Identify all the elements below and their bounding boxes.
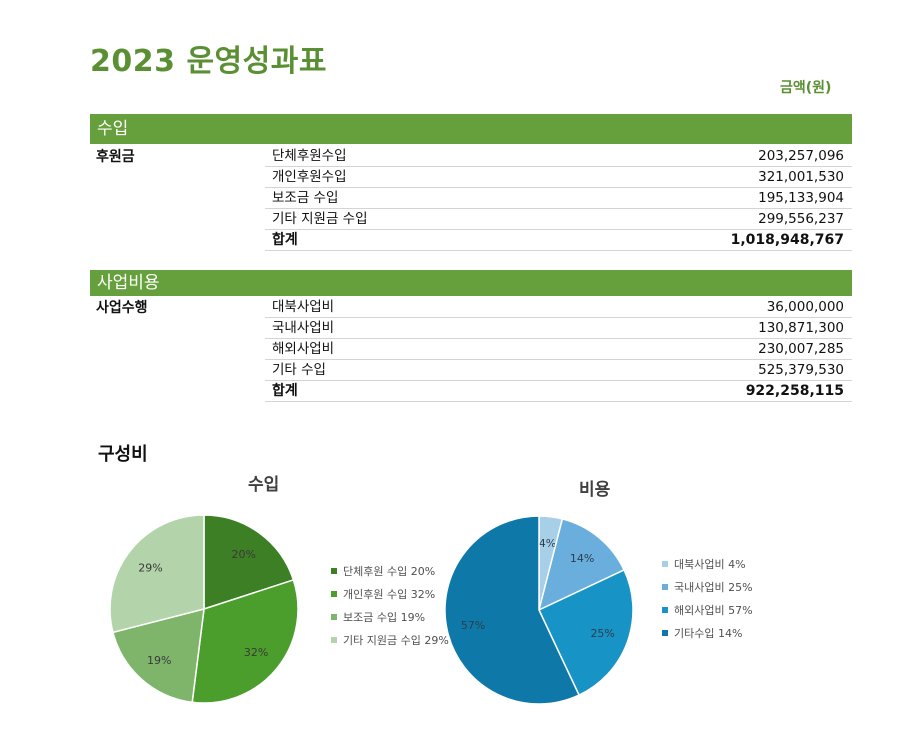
legend-item: 기타수입 14% [662,627,753,650]
expense-section: 사업비용 사업수행 대북사업비 36,000,000 국내사업비 130,871… [90,270,852,402]
page-title: 2023 운영성과표 [90,44,327,79]
table-row: 보조금 수입 195,133,904 [265,188,852,209]
pie-data-label: 14% [570,552,594,565]
table-row: 기타 지원금 수입 299,556,237 [265,209,852,230]
legend-item: 대북사업비 4% [662,558,753,581]
expense-pie-chart: 4% 14% 25% 57% [444,515,634,705]
pie-data-label: 25% [590,627,614,640]
row-value: 321,001,530 [758,169,844,185]
legend-swatch [662,584,668,590]
total-label: 합계 [272,232,298,248]
legend-swatch [331,614,337,620]
row-label: 기타 수입 [272,362,326,378]
total-row: 합계 922,258,115 [265,381,852,402]
table-row: 대북사업비 36,000,000 [265,297,852,318]
expense-chart-title: 비용 [579,480,611,500]
legend-label: 해외사업비 57% [674,604,753,617]
row-label: 개인후원수입 [272,169,347,185]
row-value: 203,257,096 [758,148,844,164]
legend-item: 단체후원 수입 20% [331,565,449,588]
pie-slice [112,607,205,704]
pie-data-label: 4% [539,537,556,550]
legend-label: 대북사업비 4% [674,558,746,571]
legend-label: 국내사업비 25% [674,581,753,594]
row-label: 해외사업비 [272,341,335,357]
legend-swatch [662,630,668,636]
income-legend: 단체후원 수입 20% 개인후원 수입 32% 보조금 수입 19% 기타 지원금 수… [331,565,449,657]
legend-label: 기타 지원금 수입 29% [343,634,449,647]
total-label: 합계 [272,383,298,399]
legend-label: 보조금 수입 19% [343,611,426,624]
legend-swatch [331,637,337,643]
legend-item: 보조금 수입 19% [331,611,449,634]
row-value: 299,556,237 [758,211,844,227]
expense-section-header: 사업비용 [90,270,852,296]
row-value: 525,379,530 [758,362,844,378]
total-row: 합계 1,018,948,767 [265,230,852,251]
legend-item: 해외사업비 57% [662,604,753,627]
pie-slice [538,568,634,697]
pie-data-label: 29% [138,562,162,575]
row-value: 130,871,300 [758,320,844,336]
legend-item: 국내사업비 25% [662,581,753,604]
unit-label: 금액(원) [780,80,832,96]
pie-slice [109,514,205,634]
legend-label: 개인후원 수입 32% [343,588,436,601]
row-value: 36,000,000 [766,299,844,315]
table-row: 단체후원수입 203,257,096 [265,146,852,167]
legend-swatch [331,568,337,574]
pie-slice [537,518,626,612]
income-section: 수입 후원금 단체후원수입 203,257,096 개인후원수입 321,001… [90,114,852,251]
pie-data-label: 57% [461,619,485,632]
expense-group-label: 사업수행 [96,300,148,316]
income-section-header: 수입 [90,114,852,144]
income-chart-title: 수입 [248,475,280,495]
table-row: 개인후원수입 321,001,530 [265,167,852,188]
legend-item: 개인후원 수입 32% [331,588,449,611]
legend-swatch [662,561,668,567]
table-row: 기타 수입 525,379,530 [265,360,852,381]
row-value: 195,133,904 [758,190,844,206]
legend-swatch [331,591,337,597]
row-value: 230,007,285 [758,341,844,357]
table-row: 해외사업비 230,007,285 [265,339,852,360]
expense-legend: 대북사업비 4% 국내사업비 25% 해외사업비 57% 기타수입 14% [662,558,753,650]
legend-item: 기타 지원금 수입 29% [331,634,449,657]
pie-slice [191,579,299,704]
row-label: 기타 지원금 수입 [272,211,368,227]
row-label: 보조금 수입 [272,190,339,206]
income-group-label: 후원금 [96,149,135,165]
legend-label: 기타수입 14% [674,627,743,640]
pie-slice [203,514,295,611]
pie-data-label: 20% [232,548,256,561]
table-row: 국내사업비 130,871,300 [265,318,852,339]
row-label: 국내사업비 [272,320,335,336]
total-value: 922,258,115 [745,383,844,399]
pie-slice [444,515,581,705]
pie-data-label: 19% [147,654,171,667]
legend-swatch [662,607,668,613]
row-label: 대북사업비 [272,299,335,315]
row-label: 단체후원수입 [272,148,347,164]
legend-label: 단체후원 수입 20% [343,565,436,578]
income-pie-chart: 20% 32% 19% 29% [109,514,299,704]
total-value: 1,018,948,767 [730,232,844,248]
pie-data-label: 32% [244,646,268,659]
composition-title: 구성비 [98,444,148,465]
